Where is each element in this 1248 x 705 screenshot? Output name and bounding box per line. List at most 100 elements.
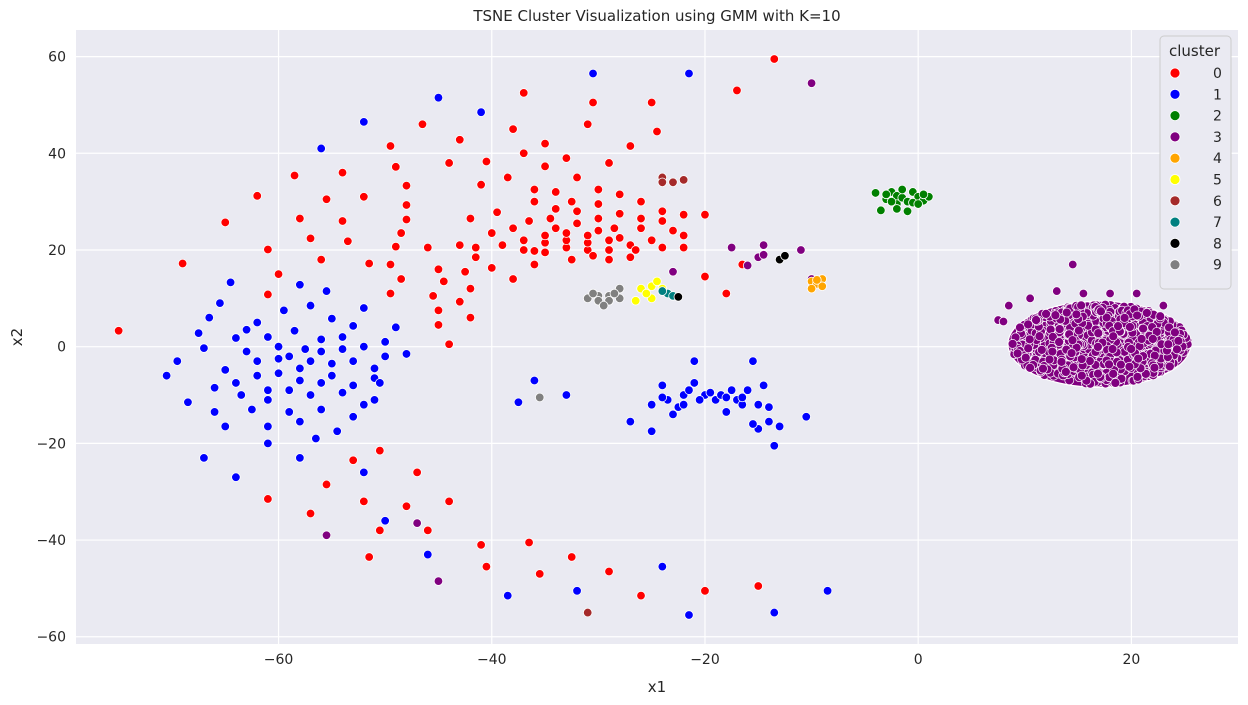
dense-cluster-point [1119,313,1130,323]
point-cluster-0 [593,213,604,224]
dense-cluster-point [1044,354,1055,365]
point-cluster-1 [305,390,316,400]
point-cluster-0 [439,276,449,287]
point-cluster-0 [492,207,502,217]
point-cluster-1 [231,378,241,388]
point-cluster-1 [263,438,273,449]
point-cluster-1 [161,370,172,381]
dense-cluster-point [1155,311,1166,322]
point-cluster-0 [540,230,550,241]
point-cluster-1 [199,453,209,463]
point-cluster-1 [678,399,689,410]
point-cluster-0 [481,156,492,167]
point-cluster-0 [636,213,646,224]
point-cluster-0 [721,288,731,299]
point-cluster-2 [918,189,929,200]
point-cluster-0 [540,161,550,172]
point-cluster-1 [684,68,694,79]
point-cluster-0 [252,191,262,201]
point-cluster-0 [375,525,385,536]
dense-cluster-point [1104,359,1114,370]
point-cluster-3 [806,78,817,88]
point-cluster-5 [641,288,652,299]
point-cluster-0 [401,214,412,225]
point-cluster-1 [337,332,348,342]
point-cluster-0 [625,141,636,151]
point-cluster-0 [572,218,582,229]
point-cluster-9 [609,288,620,299]
legend-marker-0 [1169,67,1181,79]
point-cluster-0 [465,312,476,323]
dense-cluster-point [1096,306,1106,317]
point-cluster-0 [295,213,305,224]
point-cluster-1 [359,399,369,410]
chart-title: TSNE Cluster Visualization using GMM wit… [472,7,840,25]
point-cluster-0 [423,525,433,536]
y-tick-label: 60 [48,50,66,66]
dense-cluster-point [1025,362,1035,373]
point-cluster-6 [657,177,668,187]
dense-cluster-point [1147,334,1158,344]
x-axis-label: x1 [648,678,666,696]
point-cluster-0 [572,206,582,216]
point-cluster-1 [300,344,310,354]
point-cluster-1 [423,549,433,560]
point-cluster-0 [444,496,454,507]
dense-cluster-point [1093,342,1103,352]
point-cluster-0 [385,259,396,270]
dense-cluster-point [1071,309,1082,320]
point-cluster-0 [604,245,614,255]
point-cluster-0 [289,170,300,181]
point-cluster-1 [737,392,747,403]
point-cluster-5 [652,276,662,287]
y-tick-label: 20 [48,243,66,259]
point-cluster-1 [726,385,737,395]
point-cluster-8 [673,292,684,302]
point-cluster-0 [700,586,710,596]
point-cluster-0 [263,289,273,300]
point-cluster-1 [204,312,214,323]
point-cluster-0 [385,141,396,151]
point-cluster-0 [551,223,561,233]
point-cluster-1 [193,328,204,338]
point-cluster-0 [503,172,513,183]
point-cluster-0 [321,479,332,490]
point-cluster-0 [428,291,438,301]
point-cluster-9 [598,300,609,311]
point-cluster-0 [401,180,412,191]
point-cluster-1 [247,404,257,415]
point-cluster-1 [758,380,769,391]
point-cluster-0 [614,189,625,200]
point-cluster-0 [465,213,476,224]
y-tick-label: 0 [57,340,66,356]
legend-label-9: 9 [1213,258,1222,274]
point-cluster-0 [337,216,348,226]
point-cluster-1 [359,303,369,313]
point-cluster-0 [444,158,454,168]
point-cluster-1 [337,387,348,398]
point-cluster-0 [567,196,577,207]
point-cluster-0 [678,230,689,241]
legend-label-0: 0 [1213,66,1222,82]
point-cluster-1 [295,363,305,374]
point-cluster-0 [481,561,492,572]
point-cluster-1 [391,322,401,333]
point-cluster-1 [668,409,678,420]
point-cluster-0 [604,235,614,246]
point-cluster-0 [540,247,550,258]
point-cluster-1 [332,426,342,436]
point-cluster-0 [364,552,374,562]
point-cluster-1 [284,351,294,362]
point-cluster-0 [700,271,710,282]
point-cluster-1 [748,356,758,366]
point-cluster-1 [241,325,252,335]
point-cluster-0 [433,264,444,275]
point-cluster-1 [252,317,262,328]
point-cluster-0 [519,245,529,255]
point-cluster-1 [209,407,220,417]
point-cluster-1 [742,385,753,395]
dense-cluster-point [1047,332,1058,342]
point-cluster-1 [284,407,294,417]
point-cluster-0 [646,235,657,246]
